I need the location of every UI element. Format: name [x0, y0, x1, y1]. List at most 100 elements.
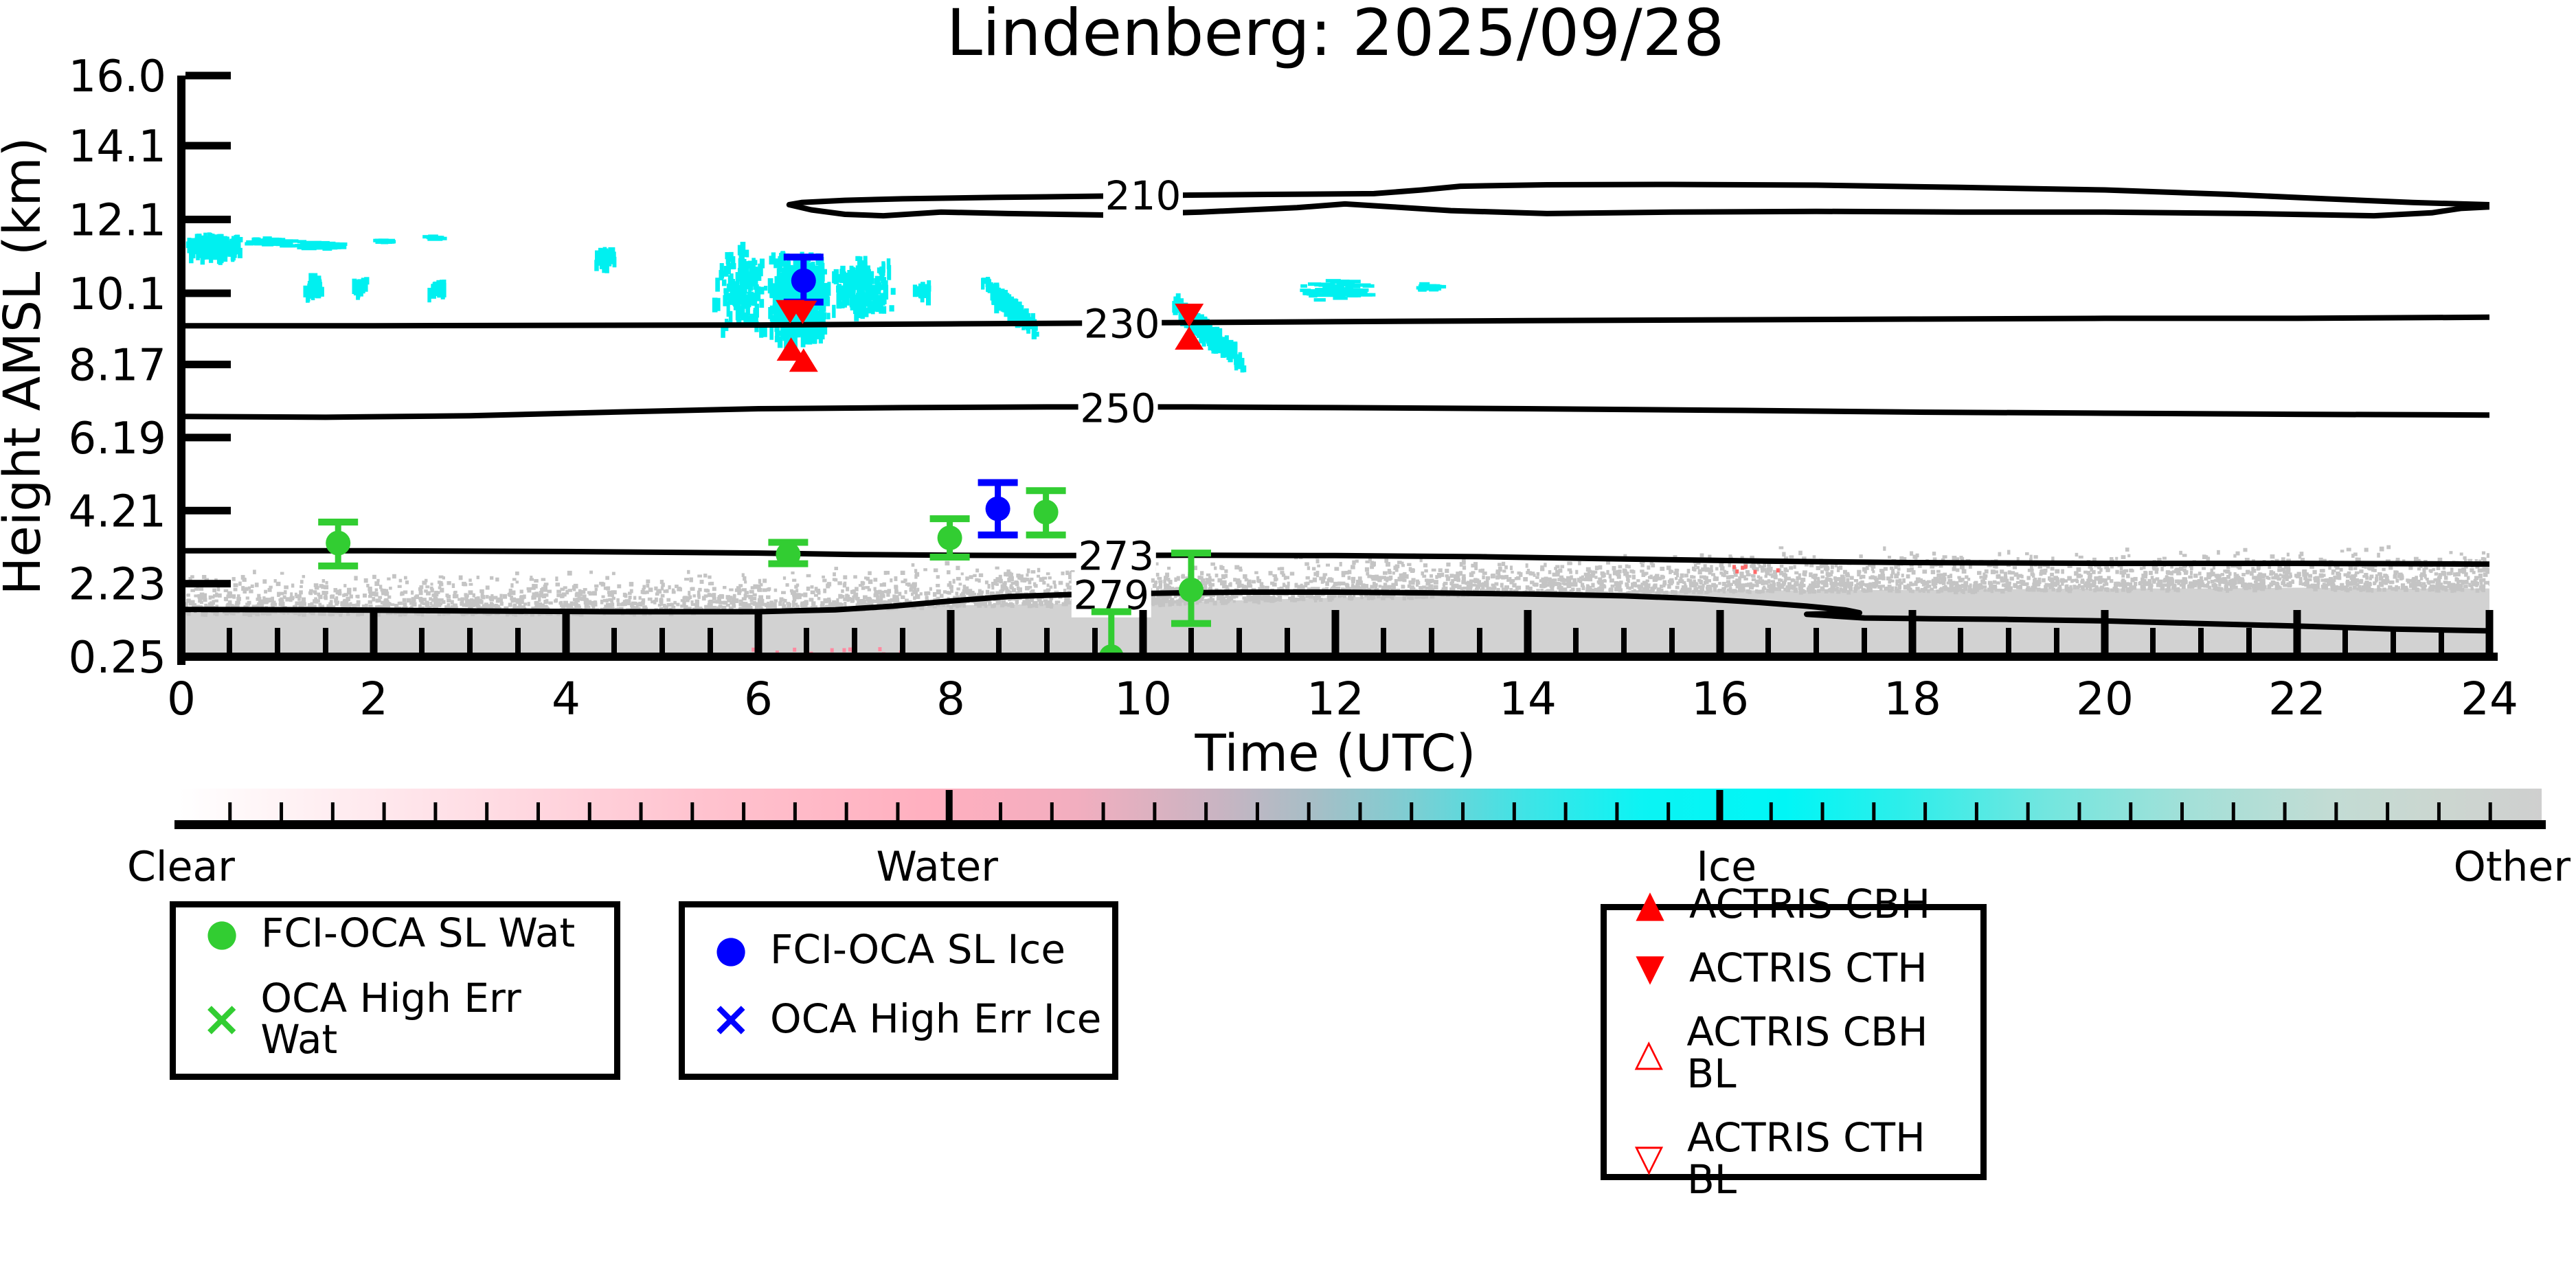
data-point — [776, 542, 801, 567]
ice-cloud-patch — [1416, 282, 1447, 292]
colorbar-minor-tick — [1820, 802, 1824, 820]
colorbar-minor-tick — [485, 802, 489, 820]
y-tick-label: 14.1 — [69, 122, 167, 172]
x-minor-tick — [708, 628, 713, 653]
legend-item: × OCA High Err Wat — [199, 977, 607, 1061]
colorbar-label: Water — [877, 843, 999, 891]
ice-cloud-patch — [427, 280, 447, 303]
contour-label-bg — [1082, 300, 1162, 346]
x-tick — [177, 610, 185, 653]
colorbar-baseline — [174, 820, 2546, 829]
y-tick — [185, 580, 231, 588]
y-tick — [185, 506, 231, 515]
colorbar-minor-tick — [2180, 802, 2184, 820]
x-minor-tick — [1765, 628, 1771, 653]
colorbar-minor-tick — [2231, 802, 2235, 820]
colorbar-label: Other — [2454, 843, 2571, 891]
y-tick — [185, 215, 231, 223]
x-minor-tick — [2198, 628, 2204, 653]
legend-item: ● FCI-OCA SL Ice — [708, 928, 1105, 971]
data-point — [1033, 499, 1059, 525]
x-minor-tick — [2006, 628, 2011, 653]
series-fci-oca-sl-ice — [783, 253, 1018, 539]
colorbar-minor-tick — [280, 802, 284, 820]
x-tick — [1908, 610, 1917, 653]
x-tick-label: 2 — [359, 673, 388, 725]
ice-cloud-patch — [422, 234, 447, 241]
colorbar-minor-tick — [330, 802, 335, 820]
y-tick — [185, 71, 231, 80]
colorbar-minor-tick — [1307, 802, 1311, 820]
colorbar-major-tick — [945, 790, 953, 822]
x-minor-tick — [515, 628, 521, 653]
colorbar-minor-tick — [1769, 802, 1773, 820]
x-minor-tick — [1092, 628, 1098, 653]
colorbar-minor-tick — [793, 802, 797, 820]
data-point — [789, 348, 818, 372]
ice-cloud-patch — [245, 236, 299, 248]
x-minor-tick — [1958, 628, 1963, 653]
contour-label-bg — [1103, 172, 1183, 218]
legend-item: △ ACTRIS CBH BL — [1627, 1011, 1974, 1095]
x-tick-label: 8 — [936, 673, 965, 725]
data-point — [788, 300, 817, 324]
x-tick — [2101, 610, 2109, 653]
legend-label: ACTRIS CBH BL — [1686, 1008, 1928, 1097]
x-minor-tick — [2439, 628, 2444, 653]
y-axis-label: Height AMSL (km) — [0, 137, 52, 595]
x-tick — [1139, 610, 1147, 653]
x-minor-tick — [227, 628, 232, 653]
colorbar-minor-tick — [690, 802, 694, 820]
ice-cloud-patch — [373, 238, 396, 245]
ice-cloud-patch — [185, 232, 243, 265]
colorbar-minor-tick — [2283, 802, 2287, 820]
legend-label: ACTRIS CTH — [1689, 945, 1928, 992]
x-tick-label: 6 — [744, 673, 773, 725]
x-tick-label: 14 — [1499, 673, 1557, 725]
x-minor-tick — [323, 628, 328, 653]
contour-label: 273 — [1078, 533, 1154, 580]
x-minor-tick — [659, 628, 665, 653]
series-actris-cth — [776, 300, 1204, 328]
ice-cloud-patch — [594, 247, 617, 273]
colorbar-minor-tick — [1101, 802, 1105, 820]
isotherm-contour — [181, 404, 2489, 420]
legend-label: FCI-OCA SL Wat — [261, 909, 576, 956]
x-tick-label: 20 — [2076, 673, 2134, 725]
colorbar-label: Clear — [127, 843, 235, 891]
y-tick — [185, 653, 231, 661]
ice-cloud-patch — [832, 256, 896, 321]
colorbar-minor-tick — [1872, 802, 1876, 820]
data-point — [937, 526, 962, 551]
x-minor-tick — [1621, 628, 1627, 653]
x-minor-tick — [1669, 628, 1675, 653]
y-tick-label: 12.1 — [69, 196, 167, 247]
isotherm-contour — [786, 181, 2489, 219]
colorbar-minor-tick — [1204, 802, 1208, 820]
x-axis-label: Time (UTC) — [1194, 724, 1476, 783]
colorbar-minor-tick — [2488, 802, 2492, 820]
colorbar-minor-tick — [536, 802, 540, 820]
x-tick — [2293, 610, 2301, 653]
ice-cloud-patch — [303, 273, 324, 303]
water-x-marker-icon: × — [201, 990, 242, 1047]
y-tick-label: 0.25 — [69, 633, 167, 683]
x-tick-label: 12 — [1307, 673, 1364, 725]
legend-label: OCA High Err Ice — [770, 995, 1102, 1042]
colorbar-minor-tick — [844, 802, 848, 820]
y-tick-label: 10.1 — [69, 269, 167, 320]
colorbar-minor-tick — [2077, 802, 2081, 820]
legend-box-actris: ▲ ACTRIS CBH ▼ ACTRIS CTH △ ACTRIS CBH B… — [1601, 883, 1987, 1200]
triangle-up-open-icon: △ — [1634, 1030, 1663, 1074]
y-tick-label: 6.19 — [69, 414, 167, 464]
x-minor-tick — [2391, 628, 2396, 653]
triangle-down-open-icon: ▽ — [1634, 1136, 1664, 1180]
x-minor-tick — [852, 628, 857, 653]
legend-item: × OCA High Err Ice — [708, 993, 1105, 1045]
data-point — [1179, 577, 1204, 602]
ice-cloud-patch — [712, 241, 768, 338]
y-tick-label: 8.17 — [69, 341, 167, 392]
x-minor-tick — [1573, 628, 1579, 653]
ice-cloud-patch — [981, 277, 1039, 339]
